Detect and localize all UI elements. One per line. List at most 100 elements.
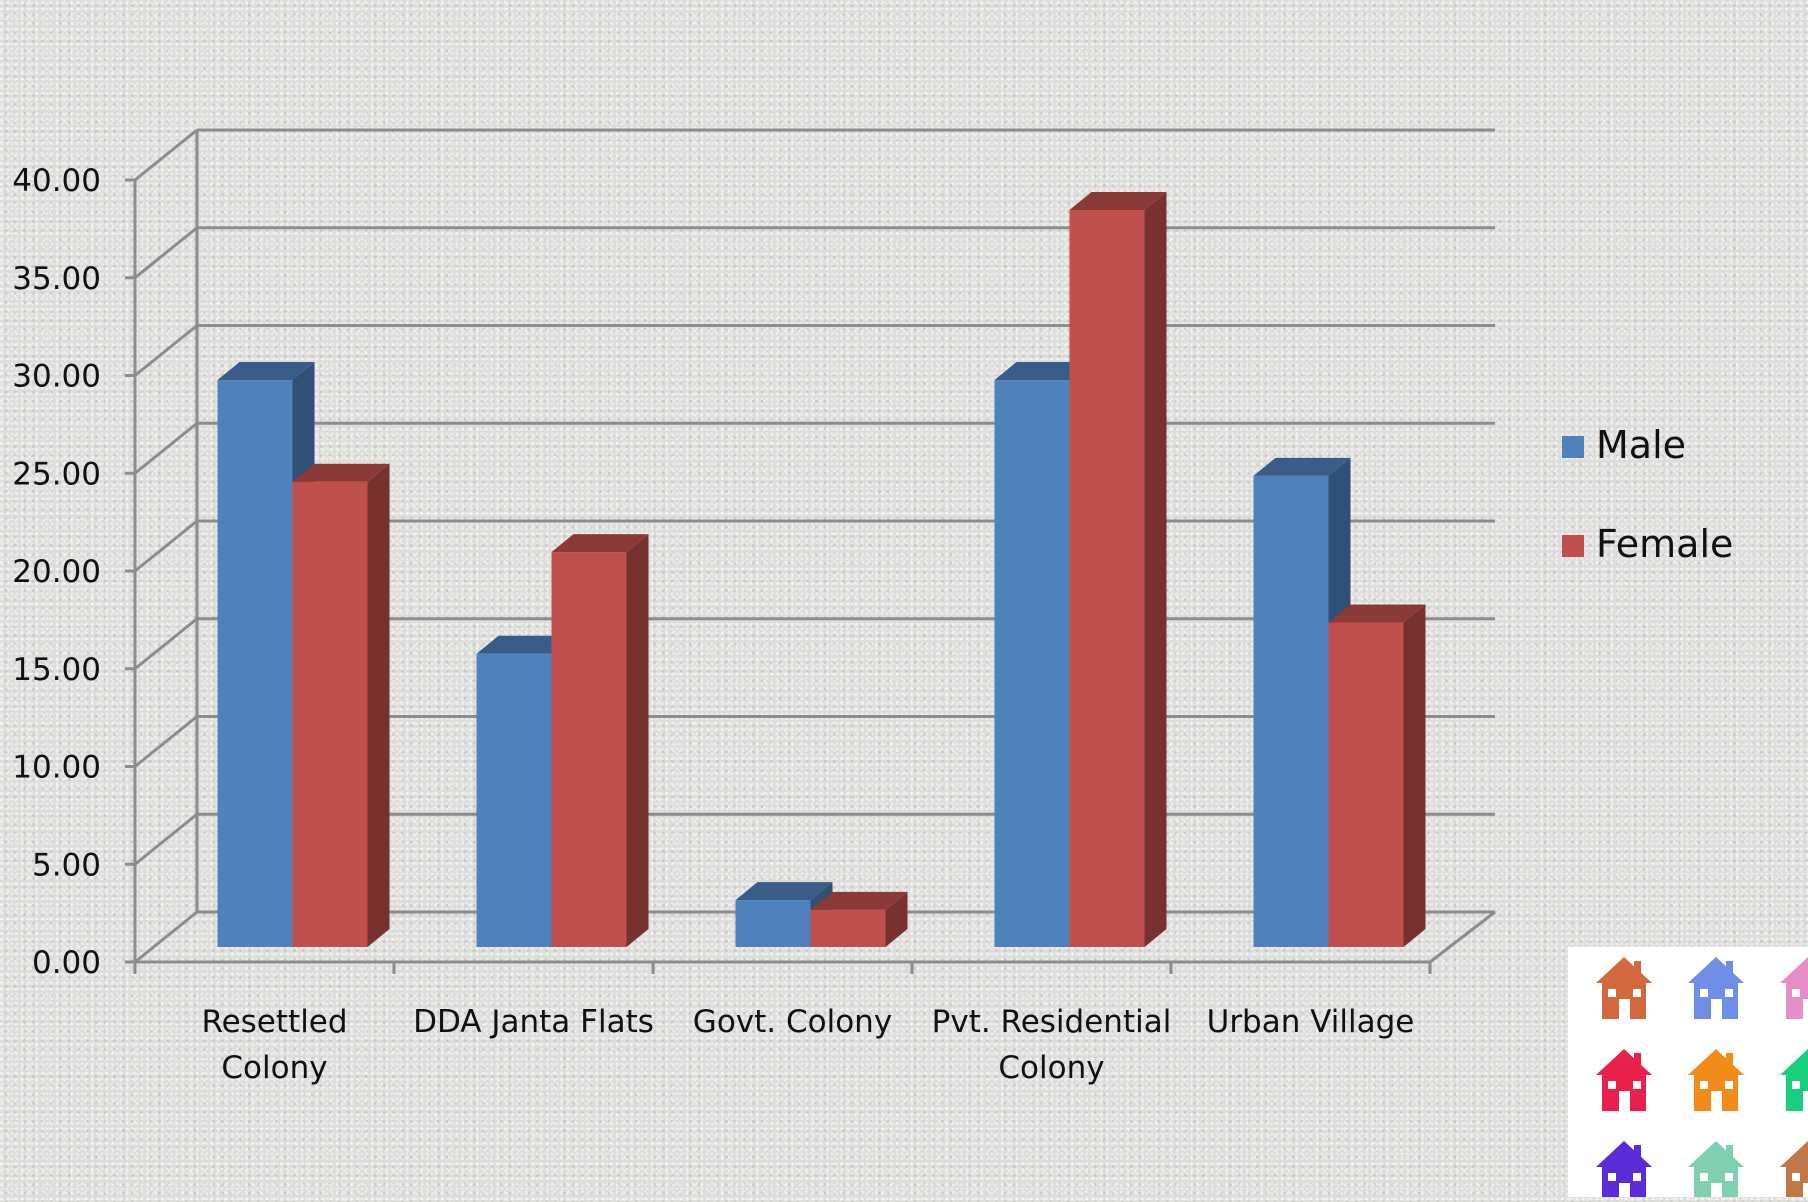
bar-top — [551, 534, 649, 553]
legend-label-male: Male — [1596, 423, 1686, 467]
house-icon — [1688, 1049, 1744, 1111]
bar-front — [735, 900, 811, 947]
house-icon — [1596, 957, 1652, 1019]
house-icon — [1688, 1141, 1744, 1202]
y-tick-label: 35.00 — [12, 261, 101, 297]
house-window — [1725, 1081, 1733, 1089]
x-tick-label: DDA Janta Flats — [413, 1004, 654, 1040]
house-window — [1792, 1173, 1800, 1181]
bar-female — [551, 534, 649, 947]
house-window — [1792, 989, 1800, 997]
house-chimney — [1634, 1145, 1641, 1159]
y-axis: 0.00 5.00 10.00 15.00 20.00 25.00 30.00 35.00 40… — [12, 163, 137, 981]
legend-swatch-female — [1562, 535, 1584, 557]
bar-side — [367, 463, 390, 947]
house-window — [1608, 989, 1616, 997]
x-tick-label: Pvt. Residential — [932, 1004, 1172, 1040]
house-door — [1619, 1183, 1630, 1202]
bar-top — [994, 362, 1092, 381]
house-window — [1633, 1173, 1641, 1181]
bar-top — [1328, 604, 1426, 623]
x-tick-label: Colony — [998, 1050, 1104, 1086]
bar-top — [292, 463, 390, 482]
house-window — [1725, 989, 1733, 997]
house-roof — [1688, 1141, 1744, 1167]
house-chimney — [1726, 961, 1733, 975]
gridline-side — [134, 910, 198, 964]
bar-front — [994, 380, 1070, 947]
house-window — [1633, 1081, 1641, 1089]
bar-side — [626, 534, 649, 947]
floor-edge — [1429, 910, 1496, 964]
house-body — [1786, 1165, 1808, 1202]
bar-side — [1144, 191, 1167, 948]
house-window — [1700, 989, 1708, 997]
bar-side — [1403, 604, 1426, 947]
house-icon — [1596, 1049, 1652, 1111]
house-roof — [1688, 957, 1744, 983]
gridline-side — [134, 617, 198, 670]
bar-top — [1069, 191, 1167, 210]
bar-top — [810, 891, 908, 910]
house-chimney — [1634, 961, 1641, 975]
y-tick-label: 20.00 — [12, 554, 101, 590]
house-door — [1711, 1183, 1722, 1202]
legend: Male Female — [1562, 423, 1733, 566]
house-roof — [1780, 1049, 1808, 1075]
bar-front — [476, 653, 552, 947]
house-window — [1633, 989, 1641, 997]
house-window — [1725, 1173, 1733, 1181]
x-axis: Resettled Colony DDA Janta Flats Govt. Colo… — [133, 910, 1496, 1086]
bar-top — [476, 635, 574, 654]
house-icon — [1596, 1141, 1652, 1202]
house-body — [1786, 981, 1808, 1019]
house-door — [1619, 999, 1630, 1019]
x-tick-label: Govt. Colony — [693, 1004, 892, 1040]
house-chimney — [1726, 1145, 1733, 1159]
house-icons-grid — [1596, 957, 1808, 1202]
house-window — [1608, 1081, 1616, 1089]
house-chimney — [1726, 1053, 1733, 1067]
bar-female — [292, 463, 390, 947]
bar-front — [810, 909, 886, 947]
house-icon — [1780, 1049, 1808, 1111]
house-door — [1803, 1183, 1808, 1202]
y-tick-label: 10.00 — [12, 750, 101, 786]
house-icon — [1780, 957, 1808, 1019]
gridline-side — [134, 715, 198, 768]
x-tick-label: Urban Village — [1207, 1004, 1415, 1040]
gridline-side — [134, 226, 198, 279]
house-roof — [1780, 957, 1808, 983]
legend-swatch-male — [1562, 436, 1584, 458]
bar-front — [1328, 622, 1404, 947]
house-roof — [1688, 1049, 1744, 1075]
x-tick-label: Resettled — [201, 1004, 347, 1040]
bar-front — [1069, 209, 1145, 948]
legend-label-female: Female — [1596, 522, 1733, 566]
bar-top — [735, 882, 833, 901]
house-door — [1711, 999, 1722, 1019]
house-window — [1608, 1173, 1616, 1181]
house-window — [1700, 1081, 1708, 1089]
bar-side — [885, 891, 908, 947]
house-door — [1711, 1091, 1722, 1111]
house-body — [1786, 1073, 1808, 1111]
house-icon — [1688, 957, 1744, 1019]
gridline-side — [134, 128, 198, 182]
house-door — [1619, 1091, 1630, 1111]
chart-grid — [134, 128, 1495, 964]
gridline-side — [134, 519, 198, 573]
bar-top — [1253, 457, 1351, 476]
y-tick-label: 30.00 — [12, 359, 101, 395]
y-tick-label: 15.00 — [12, 652, 101, 688]
house-window — [1700, 1173, 1708, 1181]
house-window — [1792, 1081, 1800, 1089]
y-tick-label: 40.00 — [12, 163, 101, 199]
bar-front — [1253, 475, 1329, 947]
bar-front — [551, 552, 627, 947]
house-roof — [1780, 1141, 1808, 1167]
bars — [217, 191, 1426, 948]
bar-front — [217, 380, 293, 947]
house-roof — [1596, 1141, 1652, 1167]
gridline-side — [134, 324, 198, 377]
